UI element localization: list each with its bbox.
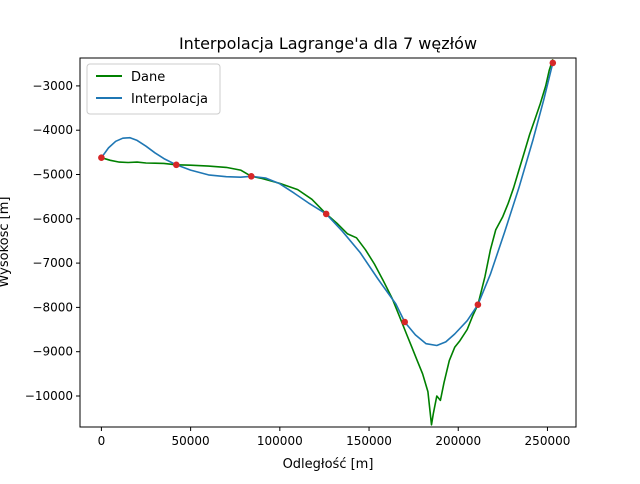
y-tick-label: −7000 (32, 256, 73, 270)
legend: Dane Interpolacja (86, 63, 221, 115)
node-marker (401, 318, 409, 326)
legend-label-dane: Dane (131, 70, 165, 85)
y-tick-label: −4000 (32, 123, 73, 137)
node-marker (248, 173, 255, 180)
y-axis-ticks: −10000 −9000 −8000 −7000 −6000 −5000 −4000 −300… (25, 79, 80, 403)
node-marker (173, 161, 180, 169)
y-tick-label: −8000 (32, 300, 73, 314)
y-tick-label: −9000 (32, 345, 73, 359)
node-markers (98, 59, 557, 326)
x-tick-label: 150000 (346, 434, 392, 448)
chart-title: Interpolacja Lagrange'a dla 7 węzłów (179, 34, 477, 53)
axes-frame (79, 57, 577, 428)
series-line-dane (101, 59, 554, 426)
legend-label-interpolacja: Interpolacja (131, 92, 208, 107)
node-marker (549, 59, 557, 67)
y-tick-label: −10000 (25, 389, 73, 403)
x-tick-label: 50000 (172, 434, 210, 448)
y-tick-label: −6000 (32, 212, 73, 226)
x-axis-label: Odległość [m] (283, 457, 374, 472)
node-marker (98, 154, 105, 161)
x-tick-label: 200000 (435, 434, 481, 448)
y-tick-label: −3000 (32, 79, 73, 93)
y-axis-label: Wysokość [m] (0, 197, 12, 288)
y-tick-label: −5000 (32, 168, 73, 182)
x-tick-label: 0 (98, 434, 106, 448)
x-tick-label: 250000 (525, 434, 571, 448)
node-marker (322, 210, 330, 218)
node-marker (474, 301, 482, 309)
x-axis-ticks: 0 50000 100000 150000 200000 250000 (98, 427, 571, 448)
x-tick-label: 100000 (257, 434, 303, 448)
